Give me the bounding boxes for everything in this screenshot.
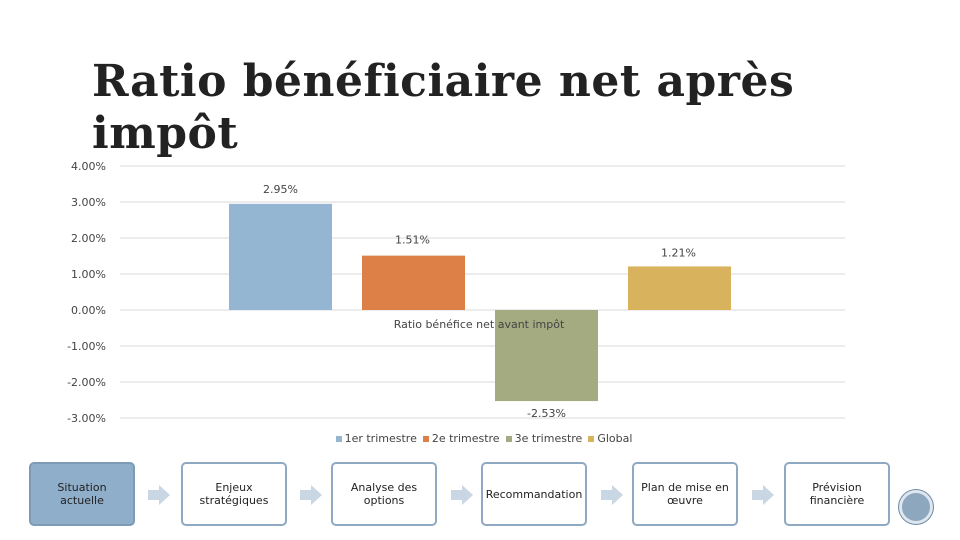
arrow-right-icon (451, 485, 473, 505)
legend-label: Global (597, 432, 633, 445)
arrow-right-icon (148, 485, 170, 505)
y-tick-label: 2.00% (71, 232, 106, 245)
legend-label: 3e trimestre (514, 432, 583, 445)
process-step-label: Enjeux stratégiques (199, 481, 269, 507)
bar-3 (495, 310, 598, 402)
process-step-1[interactable]: Situation actuelle (29, 462, 135, 526)
process-step-label: Situation actuelle (57, 481, 107, 507)
process-step-label: Recommandation (485, 487, 583, 501)
data-label: 1.51% (395, 234, 430, 247)
arrow-right-icon (752, 485, 774, 505)
bar-2 (362, 255, 465, 310)
page-title: Ratio bénéficiaire net après impôt (92, 56, 795, 159)
legend-item: Global (588, 432, 632, 445)
process-step-5[interactable]: Plan de mise en œuvre (632, 462, 738, 526)
data-label: -2.53% (527, 407, 566, 420)
process-step-4[interactable]: Recommandation (481, 462, 587, 526)
bar-chart: 4.00% 3.00% 2.00% 1.00% 0.00% -1.00% -2.00% -3.… (67, 160, 845, 425)
process-step-3[interactable]: Analyse des options (331, 462, 437, 526)
y-tick-label: -3.00% (67, 412, 106, 425)
arrow-right-icon (300, 485, 322, 505)
process-step-label: Analyse des options (350, 481, 418, 507)
bar-1 (229, 203, 332, 310)
y-tick-label: 3.00% (71, 196, 106, 209)
y-tick-label: -1.00% (67, 340, 106, 353)
legend-item: 2e trimestre (422, 432, 500, 445)
bar-4 (628, 266, 731, 310)
process-flow: Situation actuelle Enjeux stratégiques Ana… (0, 462, 960, 528)
data-label: 1.21% (661, 246, 696, 259)
legend-swatch (422, 436, 429, 442)
legend-swatch (505, 436, 512, 442)
arrow-right-icon (601, 485, 623, 505)
y-tick-label: -2.00% (67, 376, 106, 389)
legend-label: 1er trimestre (344, 432, 417, 445)
y-tick-label: 1.00% (71, 268, 106, 281)
slide-nav-circle-icon[interactable] (899, 490, 933, 524)
process-step-6[interactable]: Prévision financière (784, 462, 890, 526)
y-tick-label: 4.00% (71, 160, 106, 173)
legend-item: 3e trimestre (505, 432, 583, 445)
process-step-label: Plan de mise en œuvre (641, 481, 729, 507)
data-label: 2.95% (263, 183, 298, 196)
process-step-label: Prévision financière (809, 481, 865, 507)
legend-label: 2e trimestre (431, 432, 500, 445)
chart-legend: 1er trimestre 2e trimestre 3e trimestre Glo… (0, 432, 960, 445)
legend-swatch (335, 436, 342, 442)
legend-swatch (588, 436, 595, 442)
category-label: Ratio bénéfice net avant impôt (394, 318, 565, 331)
y-tick-label: 0.00% (71, 304, 106, 317)
legend-item: 1er trimestre (335, 432, 417, 445)
process-step-2[interactable]: Enjeux stratégiques (181, 462, 287, 526)
